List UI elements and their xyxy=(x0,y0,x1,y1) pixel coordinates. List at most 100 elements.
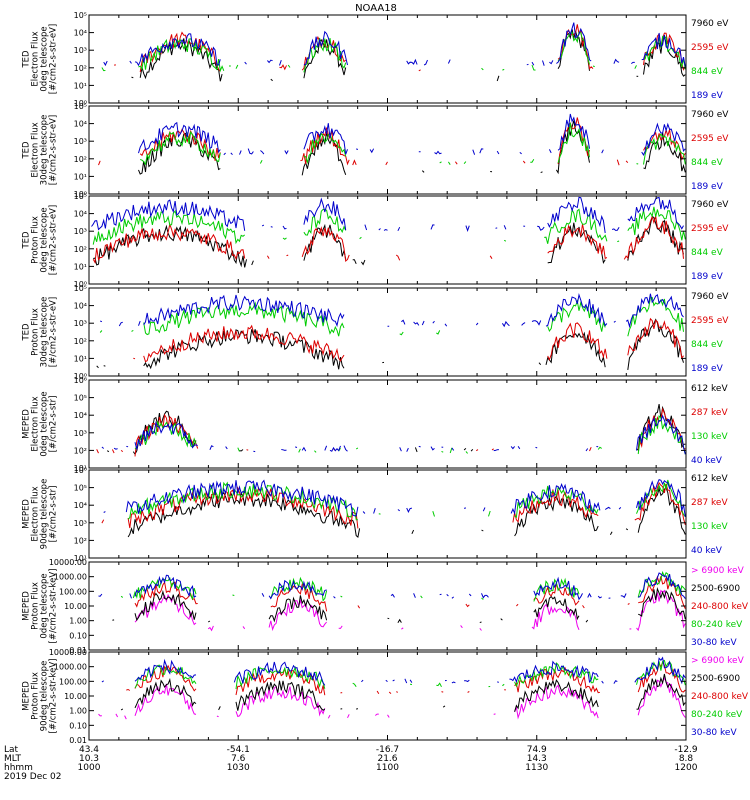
series-844-ev-line xyxy=(99,296,684,337)
chart-title: NOAA18 xyxy=(355,3,397,14)
series-2500-6900-line xyxy=(120,673,686,712)
series-189-ev-line xyxy=(103,22,686,67)
series-240-800-kev-line xyxy=(126,661,686,696)
y-tick-label: 1.00 xyxy=(69,617,87,626)
x-tick-label: -54.1 xyxy=(227,745,250,755)
series-240-800-kev-line xyxy=(134,575,686,612)
panel-frame xyxy=(88,651,687,741)
legend-entry: 2595 eV xyxy=(691,224,729,234)
legend-entry: 40 keV xyxy=(691,456,723,466)
y-tick-label: 10¹ xyxy=(74,81,87,90)
y-tick-label: 10² xyxy=(74,155,87,164)
y-tick-label: 0.10 xyxy=(69,631,87,640)
x-tick-label: 10.3 xyxy=(79,754,99,764)
y-tick-label: 10⁴ xyxy=(74,29,87,38)
legend-entry: 2500-6900 xyxy=(691,674,740,684)
panel-frame xyxy=(88,105,687,195)
y-tick-label: 10² xyxy=(74,337,87,346)
panel-5: 10¹ 10² 10³ 10⁴ 10⁵ 10⁶ MEPEDElectron Flux0deg… xyxy=(22,376,729,473)
series-612-kev-line xyxy=(106,404,686,456)
series-40-kev-line xyxy=(103,478,686,517)
y-tick-label: 10⁵ xyxy=(74,102,87,111)
y-tick-label: 10⁵ xyxy=(74,284,87,293)
y-tick-label: 100.00 xyxy=(59,677,87,686)
y-tick-label: 10⁰ xyxy=(74,372,87,381)
legend-entry: 2595 eV xyxy=(691,134,729,144)
y-tick-label: 10⁴ xyxy=(74,411,87,420)
y-tick-label: 10.00 xyxy=(64,602,87,611)
y-tick-label: 10² xyxy=(74,245,87,254)
y-tick-label: 0.01 xyxy=(69,736,87,745)
y-tick-label: 10⁴ xyxy=(74,120,87,129)
series-80-240-kev-line xyxy=(134,659,686,690)
panels: 10⁰ 10¹ 10² 10³ 10⁴ 10⁵ TEDElectron Flux0deg t… xyxy=(22,11,749,745)
legend-entry: 189 eV xyxy=(691,272,724,282)
y-tick-label: 10000.00 xyxy=(49,648,87,657)
y-tick-label: 10¹ xyxy=(74,172,87,181)
y-tick-label: 10⁵ xyxy=(74,192,87,201)
panel-frame xyxy=(88,14,687,104)
series-2595-ev-line xyxy=(98,117,686,166)
series-130-kev-line xyxy=(134,414,686,455)
series-7960-ev-line xyxy=(138,120,686,176)
y-tick-label: 10⁵ xyxy=(74,484,87,493)
legend-entry: 240-800 keV xyxy=(691,602,749,612)
y-tick-label: 10¹ xyxy=(74,554,87,563)
legend-entry: 130 keV xyxy=(691,522,728,532)
legend-entry: > 6900 keV xyxy=(691,656,745,666)
y-axis-label: TEDElectron Flux30deg telescope[#/cm2-s-… xyxy=(22,115,59,186)
y-tick-label: 10³ xyxy=(74,429,87,438)
y-tick-label: 1000.00 xyxy=(54,663,87,672)
y-tick-label: 10⁴ xyxy=(74,210,87,219)
y-tick-label: 10³ xyxy=(74,319,87,328)
panel-4: 10⁰ 10¹ 10² 10³ 10⁴ 10⁵ TEDProton Flux30deg te… xyxy=(22,284,730,381)
x-tick-label: 43.4 xyxy=(79,745,99,755)
x-tick-label: 1130 xyxy=(525,763,548,773)
x-tick-label: 1000 xyxy=(78,763,101,773)
legend-entry: 2595 eV xyxy=(691,316,729,326)
legend-entry: 30-80 keV xyxy=(691,728,737,738)
series-130-kev-line xyxy=(127,479,686,521)
panel-6: 10¹ 10² 10³ 10⁴ 10⁵ 10⁶ MEPEDElectron Flux90de… xyxy=(22,466,729,563)
legend-entry: 612 keV xyxy=(691,474,728,484)
panel-1: 10⁰ 10¹ 10² 10³ 10⁴ 10⁵ TEDElectron Flux0deg t… xyxy=(22,11,730,108)
y-tick-label: 10000.00 xyxy=(49,558,87,567)
legend-entry: 7960 eV xyxy=(691,200,729,210)
y-tick-label: 10⁴ xyxy=(74,302,87,311)
series-2595-ev-line xyxy=(133,317,684,363)
panel-frame xyxy=(88,195,687,285)
y-axis-label: MEPEDElectron Flux0deg telescope[#/cm2-s… xyxy=(22,391,59,456)
y-tick-label: 10³ xyxy=(74,227,87,236)
x-row-label: hhmm xyxy=(4,763,33,773)
series-2595-ev-line xyxy=(92,215,684,264)
y-tick-label: 10² xyxy=(74,64,87,73)
series-7960-ev-line xyxy=(131,29,686,82)
y-tick-label: 0.01 xyxy=(69,646,87,655)
x-tick-label: -12.9 xyxy=(674,745,698,755)
series-30-80-kev-line xyxy=(98,572,686,601)
series-40-kev-line xyxy=(101,414,686,455)
legend-entry: 844 eV xyxy=(691,340,724,350)
y-tick-label: 0.10 xyxy=(69,721,87,730)
legend-entry: 7960 eV xyxy=(691,292,729,302)
legend-entry: 2595 eV xyxy=(691,43,729,53)
panel-3: 10⁰ 10¹ 10² 10³ 10⁴ 10⁵ TEDProton Flux0deg tel… xyxy=(22,192,730,289)
y-axis-label: MEPEDProton Flux90deg telescope[#/cm2-s-… xyxy=(22,659,59,734)
legend-entry: 40 keV xyxy=(691,546,723,556)
y-tick-label: 10⁵ xyxy=(74,11,87,20)
legend-entry: 240-800 keV xyxy=(691,692,749,702)
panel-frame xyxy=(88,287,687,377)
y-tick-label: 10¹ xyxy=(74,464,87,473)
y-tick-label: 10¹ xyxy=(74,262,87,271)
y-tick-label: 10³ xyxy=(74,519,87,528)
x-tick-label: 7.6 xyxy=(231,754,246,764)
legend-entry: 612 keV xyxy=(691,384,728,394)
series-612-kev-line xyxy=(127,486,686,539)
x-tick-label: 1030 xyxy=(227,763,250,773)
legend-entry: 80-240 keV xyxy=(691,710,743,720)
legend-entry: 7960 eV xyxy=(691,19,729,29)
y-tick-label: 1.00 xyxy=(69,707,87,716)
series-844-ev-line xyxy=(92,206,686,245)
legend-entry: > 6900 keV xyxy=(691,566,745,576)
